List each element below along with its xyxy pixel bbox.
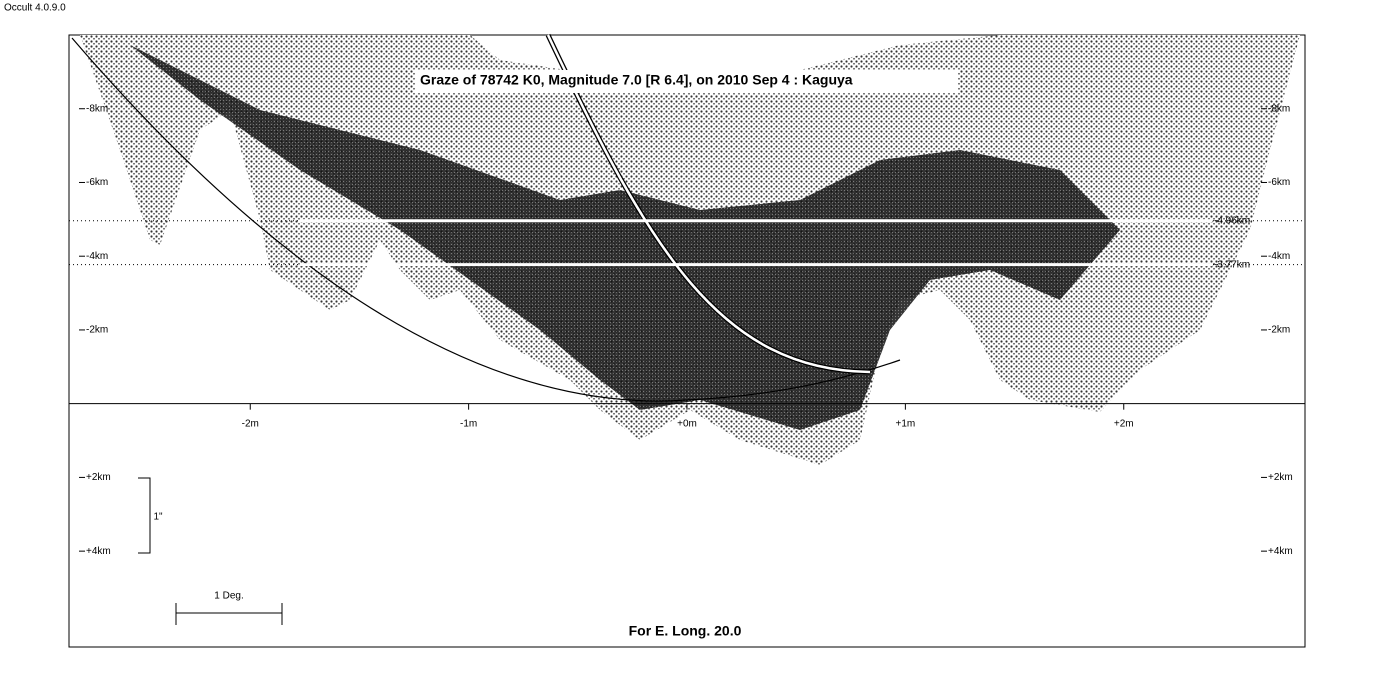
x-axis-label: For E. Long. 20.0 <box>629 623 742 639</box>
y-tick-label-left: -6km <box>86 177 108 188</box>
title-box <box>415 70 958 93</box>
limb-dense <box>130 45 1120 430</box>
x-tick-label: +2m <box>1114 418 1134 429</box>
y-tick-label-left: -2km <box>86 325 108 336</box>
time-scale-bracket <box>138 477 151 554</box>
y-tick-label-left: +2km <box>86 472 111 483</box>
graze-path-double-inner <box>546 34 871 374</box>
chart-title: Graze of 78742 K0, Magnitude 7.0 [R 6.4]… <box>420 72 853 88</box>
app-version: Occult 4.0.9.0 <box>4 3 66 14</box>
x-tick-label: -1m <box>460 418 477 429</box>
y-tick-label-left: -4km <box>86 251 108 262</box>
y-tick-label-right: +2km <box>1268 472 1293 483</box>
y-tick-label-left: -8km <box>86 103 108 114</box>
y-tick-label-left: +4km <box>86 546 111 557</box>
reference-line-label: -4.96km <box>1214 215 1250 226</box>
y-tick-label-right: +4km <box>1268 546 1293 557</box>
x-tick-label: -2m <box>242 418 259 429</box>
plot-frame <box>68 34 1306 648</box>
time-scale-label: 1" <box>153 512 163 523</box>
y-tick-label-right: -8km <box>1268 103 1290 114</box>
angle-scale-bar <box>175 603 283 625</box>
graze-path <box>71 37 901 402</box>
y-tick-label-right: -4km <box>1268 251 1290 262</box>
y-tick-label-right: -6km <box>1268 177 1290 188</box>
reference-line-label: -3.77km <box>1214 259 1250 270</box>
angle-scale-label: 1 Deg. <box>214 591 243 602</box>
y-tick-label-right: -2km <box>1268 325 1290 336</box>
x-tick-label: +0m <box>677 418 697 429</box>
x-tick-label: +1m <box>896 418 916 429</box>
